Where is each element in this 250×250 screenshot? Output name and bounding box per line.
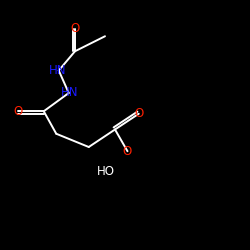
Text: O: O	[123, 145, 132, 158]
Text: HN: HN	[49, 64, 66, 77]
Text: O: O	[70, 22, 80, 35]
Text: O: O	[134, 107, 143, 120]
Text: O: O	[14, 105, 22, 118]
Text: HN: HN	[61, 86, 79, 100]
Text: HO: HO	[97, 165, 115, 178]
